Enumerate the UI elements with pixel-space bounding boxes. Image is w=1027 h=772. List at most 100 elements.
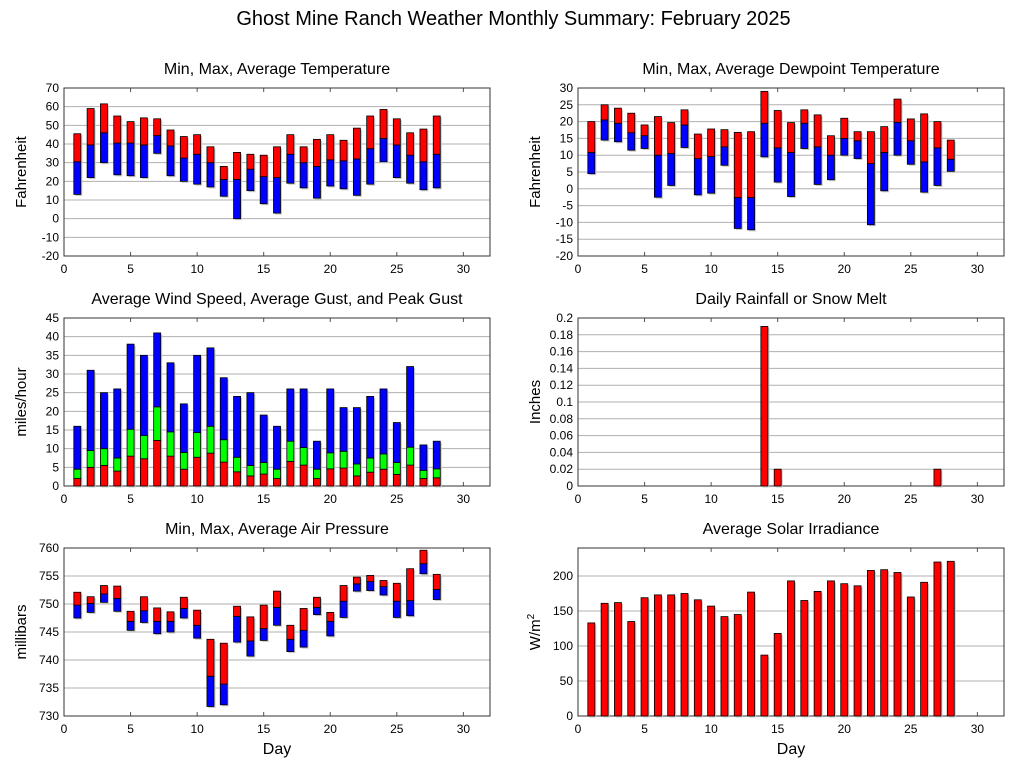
y-axis-label: Inches [527,380,544,424]
y-tick-label: 0.08 [550,412,574,426]
bar [760,325,769,487]
bar-min-to-avg [933,147,942,186]
bar-avg-to-max [299,608,308,631]
y-tick-label: 15 [46,423,60,437]
bar-average-gust [139,435,148,460]
bar [787,580,795,717]
y-tick-label: 0.12 [550,378,574,392]
bar-min-to-avg [126,620,135,631]
y-tick-label: 5 [52,460,59,474]
bar-peak-gust [352,407,361,465]
y-tick-label: 10 [46,193,60,207]
bar [840,583,849,717]
bar [760,654,769,717]
bar [680,593,689,717]
bar-average-wind [392,474,401,487]
bar-average-wind [313,478,321,487]
x-tick-label: 0 [61,492,68,506]
plot-frame [63,547,491,717]
bar-avg-to-max [273,590,281,608]
bar-peak-gust [419,444,428,471]
y-axis-label: millibars [13,604,30,659]
bar-min-to-avg [707,156,716,194]
y-tick-label: 0 [566,182,573,196]
bar [800,600,809,717]
bar-min-to-avg [419,563,428,575]
bar-average-wind [153,440,162,487]
bar-min-to-avg [179,608,188,619]
bar-min-to-avg [667,153,676,186]
bar-peak-gust [113,388,122,459]
bar-average-gust [419,469,428,479]
bar-peak-gust [379,388,388,455]
x-tick-label: 10 [190,492,204,506]
bar [946,560,955,717]
bar-average-gust [366,457,375,473]
y-axis-label: W/m2 [526,613,544,650]
bar-avg-to-max [379,580,388,588]
y-tick-label: 0.02 [550,462,574,476]
y-tick-label: 0.04 [550,445,574,459]
bar-avg-to-max [406,568,415,602]
y-tick-label: 0 [566,479,573,493]
bar-avg-to-max [720,129,729,148]
bar-min-to-avg [906,140,915,165]
bar-min-to-avg [73,161,82,195]
bar [653,594,662,717]
bar-average-gust [86,450,95,468]
bar-average-gust [100,448,108,466]
bar-avg-to-max [432,115,441,155]
bar-min-to-avg [760,122,769,158]
bar-avg-to-max [693,133,702,159]
x-tick-label: 10 [704,492,718,506]
y-tick-label: 100 [553,639,573,653]
bar-min-to-avg [193,153,202,185]
bar-average-gust [193,432,202,458]
bar-avg-to-max [193,609,202,626]
bar-avg-to-max [86,596,95,604]
bar-avg-to-max [153,118,162,137]
y-tick-label: 20 [46,404,60,418]
bar-min-to-avg [920,161,929,193]
x-tick-label: 25 [904,722,918,736]
bar-average-wind [179,468,188,487]
y-tick-label: 0 [566,709,573,723]
x-tick-label: 5 [127,492,134,506]
bar-average-gust [126,428,135,457]
bar-peak-gust [179,403,188,453]
x-tick-label: 15 [771,262,785,276]
y-tick-label: 200 [553,569,573,583]
y-tick-label: 750 [39,597,59,611]
x-tick-label: 5 [641,722,648,736]
x-tick-label: 20 [324,492,338,506]
bar-avg-to-max [139,596,148,612]
bar [933,561,942,717]
y-tick-label: 50 [560,674,574,688]
y-tick-label: 0 [52,212,59,226]
bar-min-to-avg [193,624,202,639]
bar-avg-to-max [73,591,82,606]
bar-min-to-avg [880,152,889,192]
bar [827,580,835,717]
bar [866,570,875,717]
bar-avg-to-max [166,129,175,147]
x-tick-label: 25 [904,262,918,276]
bar-avg-to-max [920,113,929,163]
bar-min-to-avg [153,135,162,154]
y-tick-label: 0.2 [556,311,573,325]
bar-average-gust [113,457,122,472]
bar [773,633,782,717]
bar-avg-to-max [787,122,795,153]
bar-average-wind [219,461,228,487]
x-tick-label: 5 [127,262,134,276]
bar-avg-to-max [827,135,835,156]
bar-min-to-avg [73,604,82,619]
y-tick-label: 5 [566,165,573,179]
y-tick-label: -15 [556,232,574,246]
bar-average-gust [326,452,335,470]
bar-min-to-avg [800,122,809,149]
bar-min-to-avg [259,628,268,641]
bar-min-to-avg [113,142,122,176]
bar-avg-to-max [206,638,215,677]
bar-average-wind [259,473,268,487]
